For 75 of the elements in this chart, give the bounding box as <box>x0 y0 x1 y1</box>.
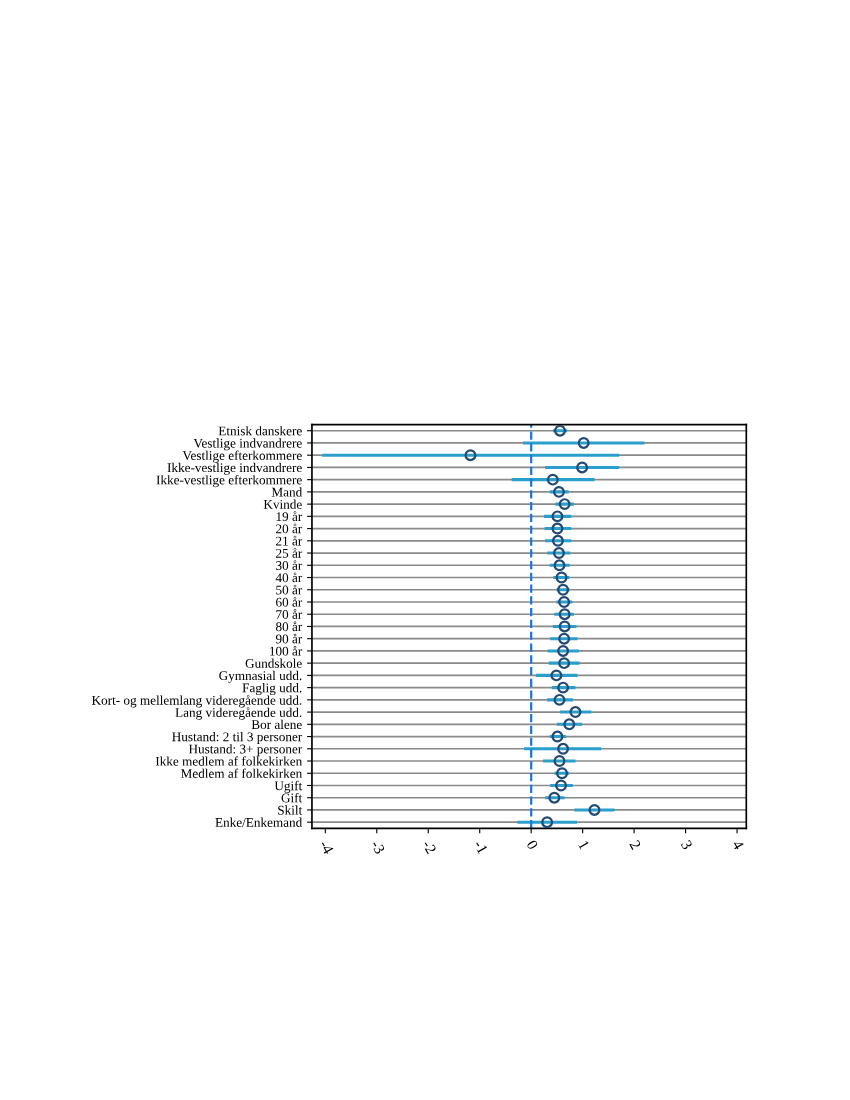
y-tick-label: Medlem af folkekirken <box>180 768 303 778</box>
point <box>558 632 571 645</box>
y-tick-label: 60 år <box>276 597 303 607</box>
y-tick-label: 80 år <box>275 621 303 632</box>
point <box>558 620 571 633</box>
point <box>557 742 570 755</box>
point <box>569 706 582 719</box>
y-tick-label: Kort- og mellemlang videregående udd. <box>91 695 302 708</box>
y-tick-label: 25 år <box>276 548 303 558</box>
y-tick-label: Ikke-vestlige indvandrere <box>167 462 302 475</box>
y-tick-label: Hustand: 3+ personer <box>188 744 303 757</box>
y-tick-label: Gift <box>281 793 303 803</box>
point <box>551 522 564 535</box>
x-tick-label: 3 <box>680 839 693 851</box>
y-tick-label: 20 år <box>276 523 303 534</box>
x-tick-label: -3 <box>370 839 386 855</box>
point <box>556 767 569 780</box>
point <box>558 608 571 621</box>
point <box>558 657 571 670</box>
x-tick-label: -2 <box>422 839 437 855</box>
point <box>555 779 567 792</box>
point <box>576 461 589 474</box>
y-tick-label: 90 år <box>275 633 303 644</box>
y-tick-label: Skilt <box>278 805 303 815</box>
point <box>553 485 565 498</box>
y-tick-label: Ikke medlem af folkekirken <box>155 756 303 766</box>
x-tick-label: -4 <box>319 839 334 855</box>
y-tick-label: Mand <box>271 487 303 497</box>
point <box>557 681 570 694</box>
point <box>577 436 590 449</box>
point <box>553 693 566 706</box>
point <box>551 534 564 547</box>
x-tick-label: 0 <box>526 839 539 851</box>
y-tick-label: 100 år <box>270 645 303 656</box>
point <box>555 571 568 584</box>
point <box>557 644 570 657</box>
y-tick-label: 50 år <box>276 584 303 595</box>
point <box>557 583 570 596</box>
point <box>548 791 561 804</box>
x-tick-label: 4 <box>732 839 745 851</box>
y-tick-label: 30 år <box>276 560 303 570</box>
y-tick-label: Gundskole <box>245 658 302 668</box>
point <box>588 803 601 816</box>
point <box>464 449 477 462</box>
x-tick-label: 1 <box>578 840 590 850</box>
y-tick-label: Enke/Enkemand <box>215 817 303 827</box>
point <box>553 559 566 572</box>
point <box>563 718 576 731</box>
y-tick-label: 19 år <box>276 511 303 522</box>
x-tick-label: -1 <box>473 839 488 855</box>
x-tick-label: 2 <box>629 839 642 850</box>
point <box>554 424 566 437</box>
y-tick-label: Gymnasial udd. <box>219 670 302 683</box>
point <box>541 816 554 829</box>
point <box>546 473 559 486</box>
y-tick-label: Hustand: 2 til 3 personer <box>172 731 303 744</box>
point <box>558 498 571 511</box>
point <box>551 510 564 523</box>
y-tick-label: Ikke-vestlige efterkommere <box>156 475 302 488</box>
y-tick-label: 70 år <box>276 609 303 619</box>
point <box>553 547 565 560</box>
point <box>553 755 566 767</box>
y-tick-label: Bor alene <box>251 719 302 730</box>
y-tick-label: Kvinde <box>263 499 302 509</box>
y-tick-label: 21 år <box>276 535 303 546</box>
y-tick-label: Vestlige indvandrere <box>193 438 302 451</box>
point <box>558 596 571 608</box>
y-tick-label: 40 år <box>275 572 303 583</box>
y-tick-label: Faglig udd. <box>242 683 302 696</box>
y-tick-label: Ugift <box>274 780 303 793</box>
point <box>550 669 563 682</box>
y-tick-label: Lang videregående udd. <box>175 707 302 720</box>
y-tick-label: Vestlige efterkommere <box>182 450 302 463</box>
point <box>551 730 564 743</box>
y-tick-label: Etnisk danskere <box>218 426 302 436</box>
